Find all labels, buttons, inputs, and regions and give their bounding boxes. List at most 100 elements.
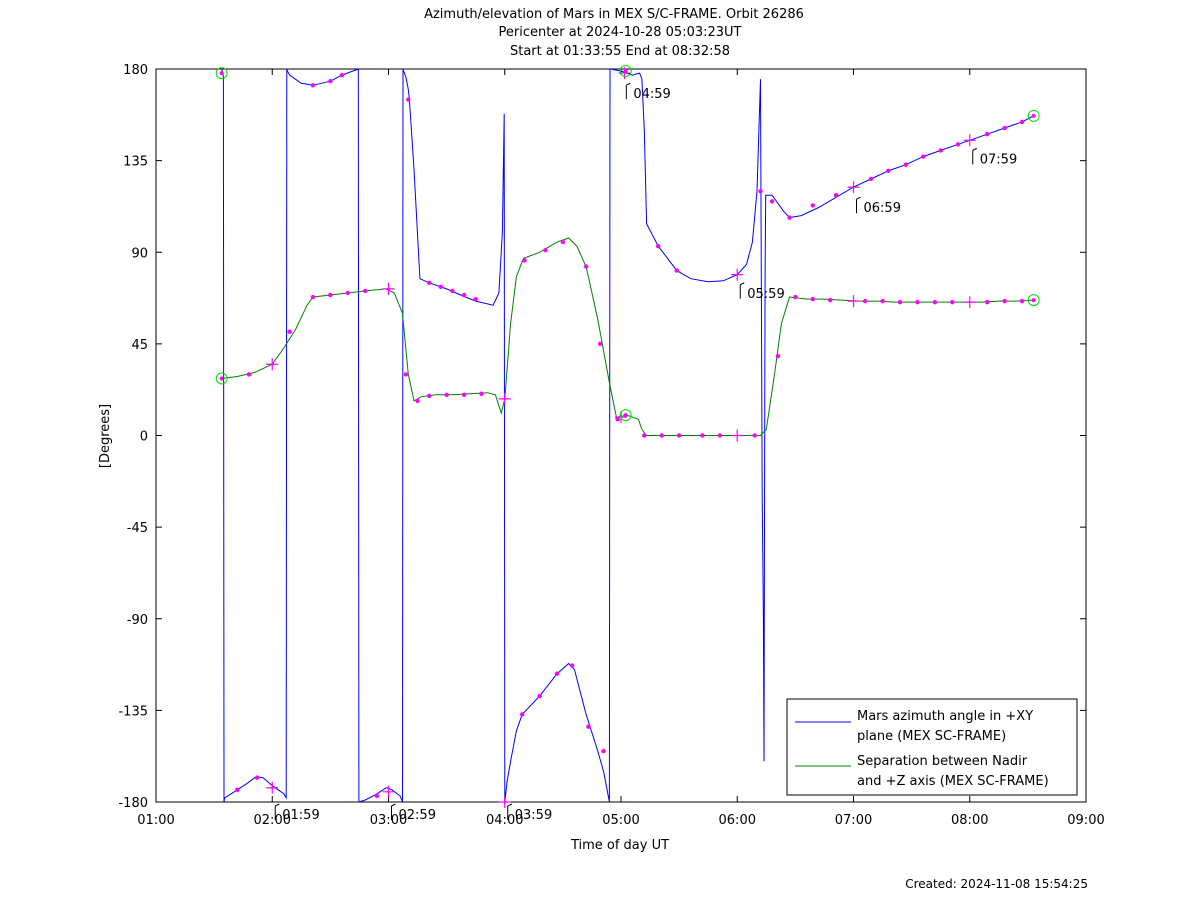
- hour-plus-marker: [731, 268, 744, 281]
- sample-point-marker: [403, 372, 409, 377]
- endpoint-center-dot: [219, 71, 224, 76]
- sample-point-marker: [254, 775, 260, 780]
- legend-box: [786, 698, 1078, 796]
- sample-point-marker: [1002, 125, 1007, 131]
- sample-point-marker: [537, 693, 542, 699]
- sample-point-marker: [519, 712, 525, 717]
- sample-point-marker: [597, 341, 603, 347]
- sample-point-marker: [438, 284, 444, 290]
- y-tick-label: -90: [127, 613, 148, 628]
- endpoint-center-dot: [623, 413, 628, 418]
- sample-point-marker: [880, 298, 885, 304]
- sample-point-marker: [560, 239, 566, 245]
- sample-point-marker: [586, 724, 591, 729]
- sample-point-marker: [793, 294, 798, 300]
- endpoint-center-dot: [1031, 298, 1036, 303]
- sample-point-marker: [787, 215, 792, 220]
- sample-point-marker: [676, 433, 682, 438]
- sample-point-marker: [406, 97, 411, 102]
- hour-annotation-label: 05:59: [747, 287, 784, 302]
- sample-point-marker: [862, 298, 868, 304]
- sample-point-marker: [717, 433, 723, 438]
- hour-plus-marker: [382, 785, 395, 798]
- sample-point-marker: [1002, 298, 1007, 304]
- sample-point-marker: [310, 83, 316, 88]
- y-tick-label: -135: [118, 704, 148, 719]
- sample-point-marker: [700, 433, 705, 438]
- sample-point-marker: [522, 258, 527, 263]
- x-tick-label: 03:00: [370, 813, 407, 828]
- sample-point-marker: [426, 393, 432, 398]
- sample-point-marker: [345, 290, 351, 296]
- hour-plus-marker: [731, 429, 744, 442]
- endpoint-circle-marker: [215, 67, 228, 80]
- sample-point-marker: [328, 292, 333, 298]
- hour-annotation: 07:59: [972, 147, 1017, 167]
- y-axis-label: [Degrees]: [98, 404, 113, 468]
- created-timestamp: Created: 2024-11-08 15:54:25: [905, 877, 1088, 891]
- hour-annotation-hook: [275, 803, 280, 807]
- chart-subtitle-pericenter: Pericenter at 2024-10-28 05:03:23UT: [498, 25, 741, 40]
- sample-point-marker: [659, 433, 664, 438]
- sample-point-marker: [674, 268, 679, 273]
- hour-annotation-label: 01:59: [282, 808, 319, 823]
- sample-point-marker: [450, 288, 455, 294]
- series-line-azimuth: [221, 68, 1034, 803]
- legend-label-azimuth-line2: plane (MEX SC-FRAME): [857, 729, 1006, 744]
- sample-point-marker: [984, 131, 990, 137]
- hour-annotation: 04:59: [625, 82, 671, 102]
- y-tick-label: 135: [123, 155, 148, 170]
- endpoint-center-dot: [623, 69, 628, 74]
- sample-point-marker: [543, 248, 548, 253]
- hour-annotation: 06:59: [856, 196, 901, 216]
- hour-plus-marker: [266, 358, 279, 371]
- endpoint-circle-marker: [215, 372, 228, 385]
- plot-frame: [155, 68, 1087, 803]
- sample-point-marker: [287, 329, 292, 334]
- sample-point-marker: [473, 296, 478, 302]
- sample-point-marker: [833, 193, 839, 198]
- sample-point-marker: [868, 176, 874, 182]
- marker-layer: [215, 65, 1040, 808]
- hour-annotation-label: 02:59: [399, 808, 436, 823]
- x-tick-label: 05:00: [602, 813, 639, 828]
- x-tick-label: 08:00: [951, 813, 988, 828]
- hour-plus-marker: [498, 796, 511, 808]
- x-tick-label: 07:00: [835, 813, 872, 828]
- sample-point-marker: [569, 663, 575, 668]
- sample-point-marker: [938, 148, 943, 153]
- x-tick-label: 02:00: [254, 813, 291, 828]
- sample-point-marker: [897, 299, 903, 305]
- sample-point-marker: [461, 392, 467, 397]
- endpoint-circle-marker: [619, 409, 632, 422]
- endpoint-circle-marker: [1027, 109, 1040, 122]
- sample-point-marker: [554, 671, 560, 676]
- sample-point-marker: [955, 142, 961, 147]
- sample-point-marker: [374, 793, 380, 799]
- sample-point-marker: [769, 199, 775, 204]
- hour-plus-marker: [382, 282, 395, 295]
- sample-point-marker: [903, 162, 909, 167]
- sample-point-marker: [828, 297, 833, 303]
- sample-point-marker: [479, 391, 484, 396]
- hour-annotation-hook: [507, 803, 512, 807]
- sample-point-marker: [1019, 119, 1025, 125]
- plot-axes: 01:00 02:00 03:00 04:00 05:00 06:00 07:00 08:00…: [118, 63, 1104, 828]
- endpoint-center-dot: [219, 376, 224, 381]
- hour-annotation-label: 04:59: [633, 87, 670, 102]
- sample-point-marker: [642, 433, 647, 438]
- hour-annotation: 01:59: [274, 803, 320, 823]
- chart-subtitle-start-end: Start at 01:33:55 End at 08:32:58: [510, 44, 730, 59]
- sample-point-marker: [328, 79, 333, 84]
- hour-plus-marker: [963, 296, 976, 309]
- sample-point-marker: [758, 188, 763, 194]
- y-tick-label: 90: [131, 246, 148, 261]
- sample-point-marker: [915, 299, 920, 305]
- sample-point-marker: [932, 299, 938, 305]
- y-tick-label: 180: [123, 63, 148, 78]
- hour-plus-marker: [847, 181, 860, 194]
- endpoint-center-dot: [1031, 113, 1036, 118]
- sample-point-marker: [426, 280, 432, 285]
- annotation-layer: 01:59 02:59 03:59 04:59 05:59 06:59 07:59: [274, 82, 1017, 823]
